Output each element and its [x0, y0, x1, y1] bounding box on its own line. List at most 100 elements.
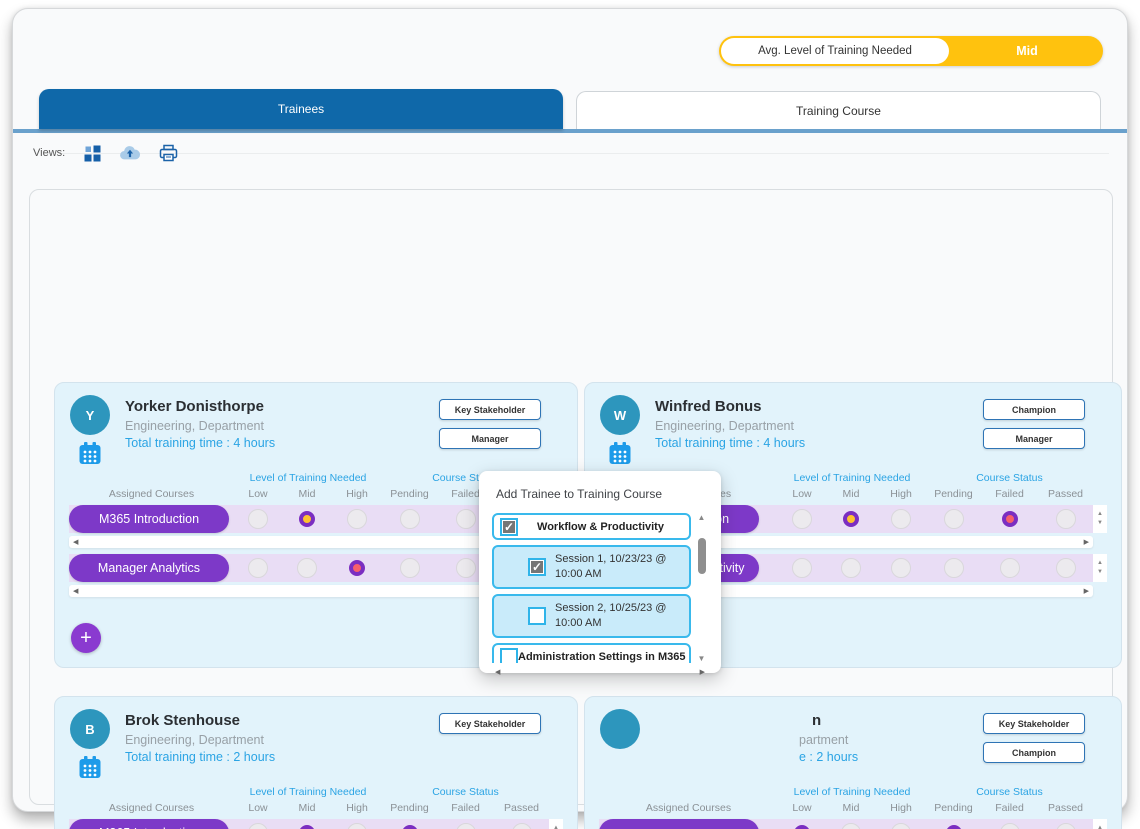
dot-low[interactable]: [792, 509, 812, 529]
add-course-button[interactable]: +: [71, 623, 101, 653]
course-pill[interactable]: M365 Introduction: [69, 505, 229, 533]
trainee-department: partment: [799, 733, 849, 747]
calendar-icon[interactable]: [78, 755, 102, 779]
popup-vscrollbar[interactable]: ▲ ▼: [695, 513, 708, 663]
scroll-right-icon[interactable]: ▶: [1083, 588, 1089, 595]
scroll-up-icon[interactable]: ▲: [1097, 511, 1103, 517]
dot-mid[interactable]: [299, 825, 315, 829]
scroll-down-icon[interactable]: ▼: [1097, 520, 1103, 526]
column-labels: Assigned Courses Low Mid High Pending Fa…: [645, 802, 1084, 814]
dot-low[interactable]: [248, 558, 268, 578]
calendar-icon[interactable]: [78, 441, 102, 465]
scroll-up-icon[interactable]: ▲: [1097, 825, 1103, 829]
trainee-name: Brok Stenhouse: [125, 712, 241, 729]
course-pill[interactable]: Manager Analytics: [69, 554, 229, 582]
role-badge[interactable]: Manager: [983, 428, 1085, 449]
calendar-icon[interactable]: [608, 441, 632, 465]
popup-hscrollbar[interactable]: ◀ ▶: [492, 666, 708, 678]
dot-pending[interactable]: [943, 509, 964, 529]
scroll-up-icon[interactable]: ▲: [697, 513, 706, 522]
app-window: Avg. Level of Training Needed Mid Traine…: [12, 8, 1128, 829]
course-pill[interactable]: M365 Introduction: [69, 819, 229, 829]
dot-high[interactable]: [347, 823, 367, 829]
status-group-header: Course Status: [432, 786, 499, 798]
dot-high[interactable]: [891, 558, 911, 578]
role-badge[interactable]: Champion: [983, 399, 1085, 420]
dot-passed[interactable]: [1055, 558, 1076, 578]
scroll-right-icon[interactable]: ▶: [699, 669, 705, 676]
role-badge[interactable]: Champion: [983, 742, 1085, 763]
dot-failed[interactable]: [455, 509, 476, 529]
scroll-left-icon[interactable]: ◀: [73, 588, 79, 595]
grid-view-icon[interactable]: [81, 142, 103, 164]
scroll-down-icon[interactable]: ▼: [697, 654, 706, 663]
popup-item-session[interactable]: Session 1, 10/23/23 @ 10:00 AM: [492, 545, 691, 589]
dot-failed[interactable]: [999, 558, 1020, 578]
dot-failed[interactable]: [1001, 511, 1018, 527]
dot-high[interactable]: [347, 509, 367, 529]
course-row: M365 Introduction ▲▼: [69, 505, 563, 533]
status-group-header: Course Status: [976, 472, 1043, 484]
dot-high[interactable]: [891, 509, 911, 529]
cloud-upload-icon[interactable]: [119, 142, 141, 164]
dot-pending[interactable]: [943, 558, 964, 578]
role-badge[interactable]: Key Stakeholder: [983, 713, 1085, 734]
course-row-hscrollbar[interactable]: ◀ ▶: [69, 585, 549, 597]
trainee-training-time: Total training time : 4 hours: [125, 436, 276, 450]
dot-pending[interactable]: [399, 558, 420, 578]
scroll-right-icon[interactable]: ▶: [1083, 539, 1089, 546]
course-pill[interactable]: [599, 819, 759, 829]
checkbox[interactable]: [528, 607, 546, 625]
print-icon[interactable]: [157, 142, 179, 164]
dot-failed[interactable]: [999, 823, 1020, 829]
dot-pending[interactable]: [399, 509, 420, 529]
role-badge[interactable]: Key Stakeholder: [439, 713, 541, 734]
dot-mid[interactable]: [841, 558, 861, 578]
scroll-left-icon[interactable]: ◀: [73, 539, 79, 546]
popup-course-list: Workflow & Productivity Session 1, 10/23…: [492, 513, 691, 663]
dot-high[interactable]: [891, 823, 911, 829]
role-badge[interactable]: Key Stakeholder: [439, 399, 541, 420]
dot-passed[interactable]: [1055, 509, 1076, 529]
dot-mid[interactable]: [297, 558, 317, 578]
column-group-headers: Level of Training Needed Course Status: [599, 471, 1107, 485]
tab-trainees[interactable]: Trainees: [39, 89, 563, 129]
dot-mid[interactable]: [843, 511, 859, 527]
dot-low[interactable]: [248, 823, 268, 829]
status-group-header: Course Status: [976, 786, 1043, 798]
scroll-down-icon[interactable]: ▼: [1097, 569, 1103, 575]
scroll-left-icon[interactable]: ◀: [495, 669, 501, 676]
dot-low[interactable]: [248, 509, 268, 529]
dot-pending[interactable]: [401, 825, 418, 829]
card-header: n partment e : 2 hours Key Stakeholder C…: [599, 709, 1107, 779]
dot-low[interactable]: [792, 558, 812, 578]
trainee-name: Yorker Donisthorpe: [125, 398, 264, 415]
checkbox[interactable]: [500, 517, 518, 536]
scroll-up-icon[interactable]: ▲: [1097, 560, 1103, 566]
dot-mid[interactable]: [841, 823, 861, 829]
tab-training-course[interactable]: Training Course: [576, 91, 1101, 129]
course-row: ▲▼: [599, 819, 1107, 829]
course-row-hscrollbar[interactable]: ◀ ▶: [69, 536, 549, 548]
course-row-strip: [69, 819, 549, 829]
scroll-up-icon[interactable]: ▲: [553, 825, 559, 829]
popup-item-course[interactable]: Workflow & Productivity: [492, 513, 691, 540]
dot-mid[interactable]: [299, 511, 315, 527]
checkbox[interactable]: [500, 647, 518, 663]
popup-item-label: Session 2, 10/25/23 @ 10:00 AM: [555, 602, 667, 629]
dot-passed[interactable]: [1055, 823, 1076, 829]
role-badge[interactable]: Manager: [439, 428, 541, 449]
avg-training-level-toggle[interactable]: Avg. Level of Training Needed Mid: [719, 36, 1103, 66]
trainee-cards-panel: Y Yorker Donisthorpe Engineering, Depart…: [29, 189, 1122, 829]
popup-item-session[interactable]: Session 2, 10/25/23 @ 10:00 AM: [492, 594, 691, 638]
scrollbar-thumb[interactable]: [697, 538, 706, 574]
dot-passed[interactable]: [511, 823, 532, 829]
popup-item-label: Workflow & Productivity: [537, 520, 664, 533]
dot-low[interactable]: [794, 825, 810, 829]
checkbox[interactable]: [528, 558, 546, 576]
dot-failed[interactable]: [455, 823, 476, 829]
dot-failed[interactable]: [455, 558, 476, 578]
popup-item-course[interactable]: Administration Settings in M365: [492, 643, 691, 663]
dot-high[interactable]: [349, 560, 365, 576]
dot-pending[interactable]: [945, 825, 962, 829]
